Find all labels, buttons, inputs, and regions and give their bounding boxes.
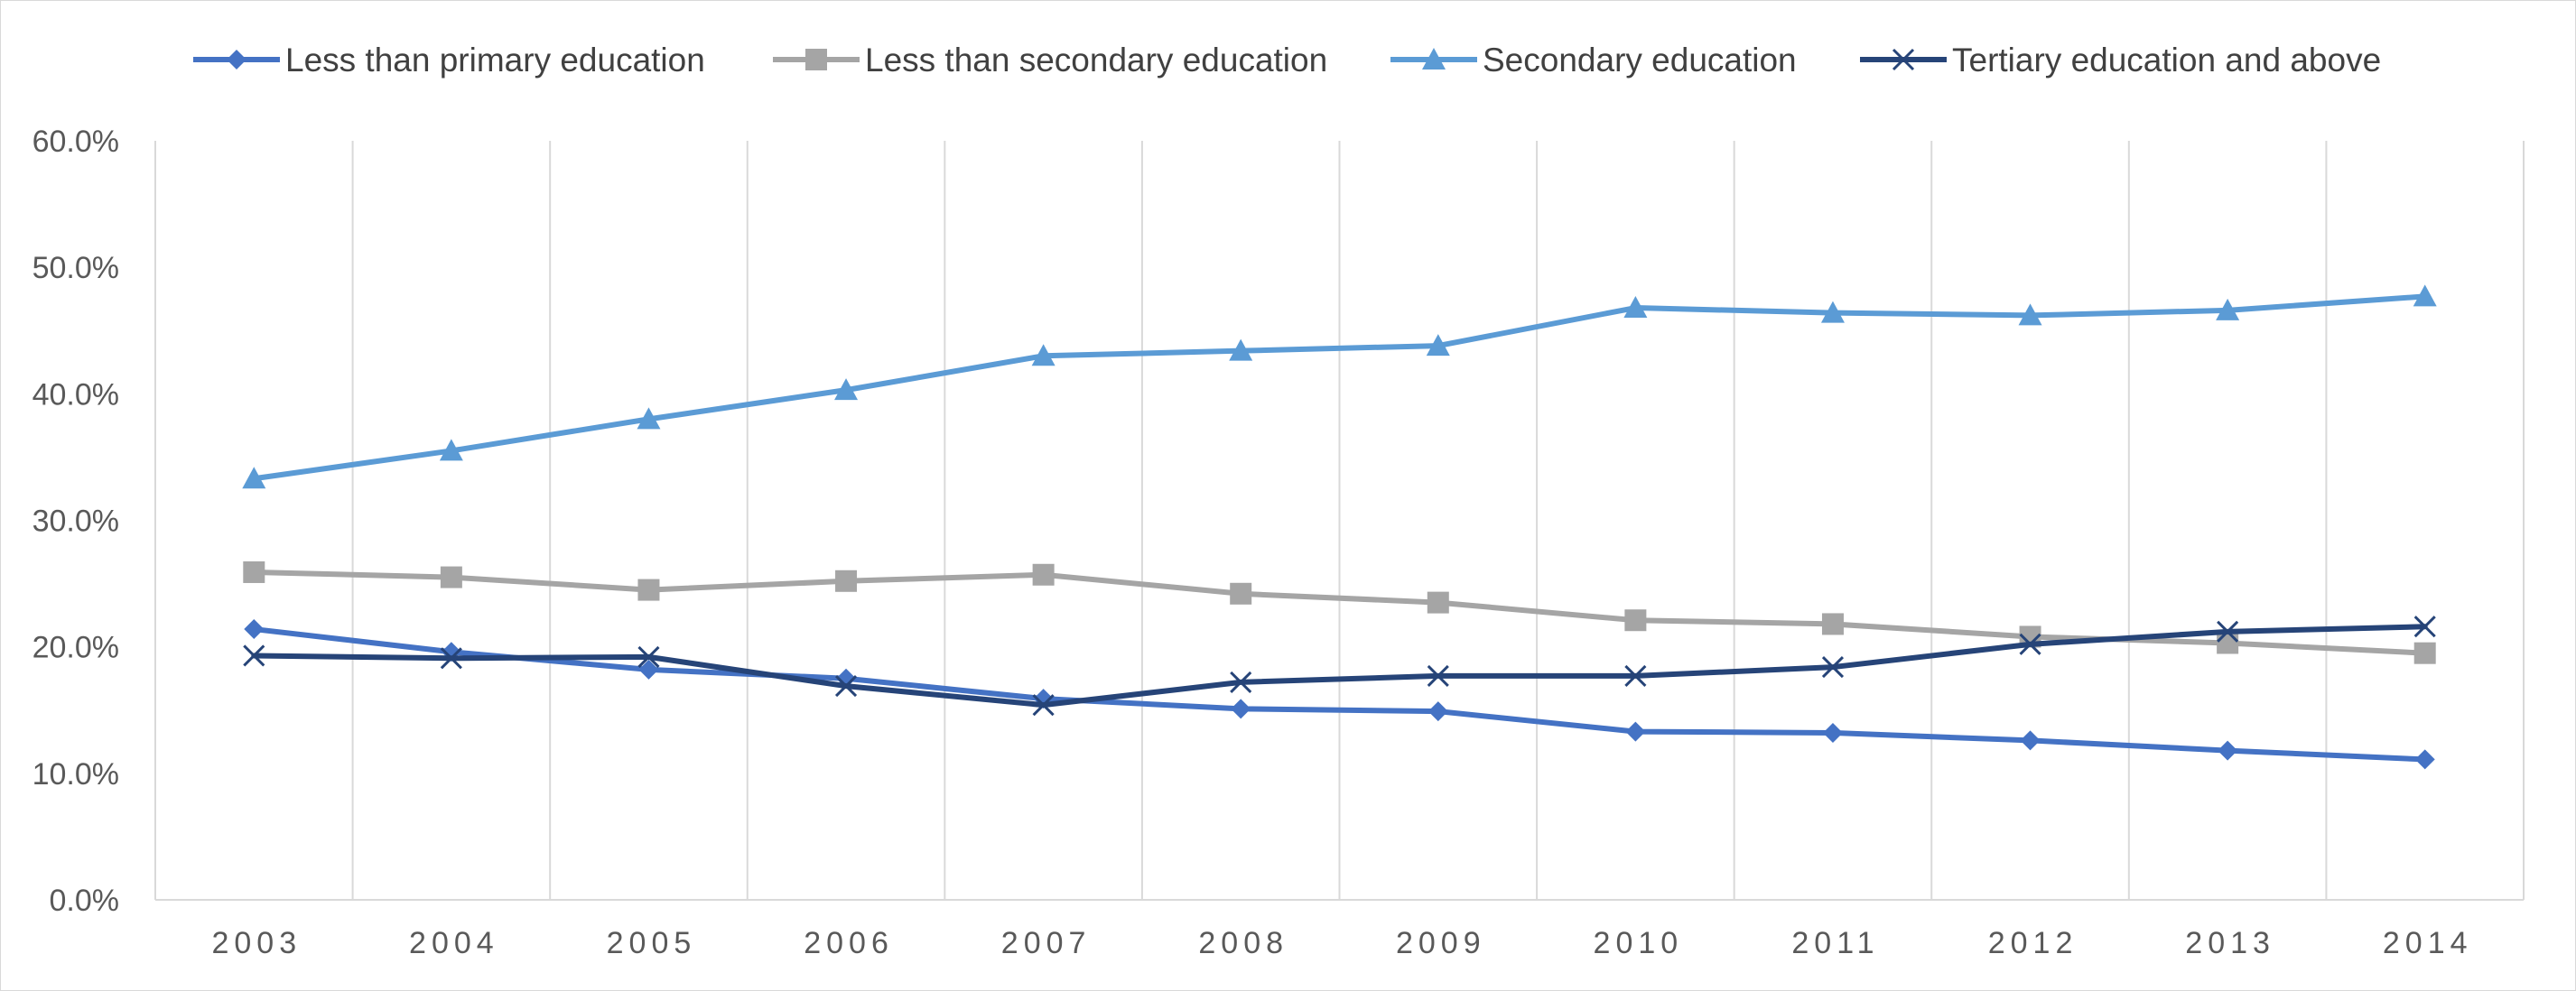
data-point-triangle — [2413, 284, 2437, 307]
data-point-diamond — [244, 619, 265, 640]
data-point-diamond — [1231, 699, 1251, 719]
series-line — [251, 624, 2428, 709]
y-tick-label: 10.0% — [33, 757, 119, 792]
data-point-triangle — [2216, 298, 2240, 320]
legend: Less than primary education Less than sec… — [193, 42, 2381, 79]
axes: 0.0% 10.0% 20.0% 30.0% 40.0% 50.0% 60.0% 2003 20… — [33, 125, 2524, 960]
data-point-triangle — [1031, 344, 1056, 366]
data-point-square — [1821, 613, 1844, 635]
y-tick-label: 30.0% — [33, 505, 119, 539]
legend-item-less-than-primary-education[interactable]: Less than primary education — [193, 42, 705, 79]
x-tick-label: 2009 — [1396, 926, 1486, 960]
legend-item-secondary-education[interactable]: Secondary education — [1390, 42, 1797, 79]
data-point-square — [2217, 632, 2239, 654]
y-tick-label: 0.0% — [50, 884, 120, 918]
data-point-triangle — [1229, 338, 1253, 361]
data-point-x — [1821, 656, 1845, 679]
data-point-diamond — [2218, 740, 2238, 761]
series-line — [251, 626, 2428, 763]
x-tick-label: 2007 — [1001, 926, 1092, 960]
legend-marker-square — [805, 49, 827, 70]
x-tick-label: 2011 — [1791, 926, 1879, 960]
legend-marker-triangle — [1422, 48, 1446, 69]
x-tick-label: 2010 — [1594, 926, 1684, 960]
x-tick-label: 2006 — [804, 926, 894, 960]
x-tick-label: 2012 — [1988, 926, 2078, 960]
series-lines — [242, 284, 2437, 770]
legend-item-less-than-secondary-education[interactable]: Less than secondary education — [773, 42, 1327, 79]
data-point-diamond — [2414, 749, 2435, 770]
series-tertiary-education-and-above — [243, 616, 2436, 717]
data-point-square — [2413, 642, 2436, 664]
data-point-square — [1427, 591, 1449, 614]
data-point-diamond — [638, 659, 659, 680]
data-point-square — [440, 566, 462, 588]
data-point-triangle — [1426, 334, 1450, 357]
data-point-square — [1032, 563, 1055, 586]
legend-label: Secondary education — [1483, 42, 1797, 79]
y-tick-label: 50.0% — [33, 251, 119, 285]
data-point-x — [243, 644, 265, 667]
legend-item-tertiary-education-and-above[interactable]: Tertiary education and above — [1860, 42, 2381, 79]
x-tick-label: 2003 — [211, 926, 302, 960]
x-tick-label: 2004 — [409, 926, 499, 960]
data-point-triangle — [439, 439, 463, 461]
gridlines — [154, 141, 2525, 900]
data-point-triangle — [834, 378, 859, 401]
data-point-x — [1230, 671, 1252, 693]
legend-label: Less than secondary education — [865, 42, 1327, 79]
data-point-square — [835, 570, 858, 592]
data-point-diamond — [2020, 730, 2041, 751]
data-point-diamond — [1625, 721, 1646, 742]
data-point-x — [834, 675, 858, 698]
data-point-x — [2019, 633, 2041, 655]
data-point-x — [637, 645, 660, 668]
data-point-square — [243, 560, 265, 583]
data-point-triangle — [242, 467, 266, 489]
data-point-square — [637, 579, 660, 601]
data-point-x — [1624, 664, 1647, 687]
series-less-than-primary-education — [244, 619, 2435, 770]
data-point-triangle — [1820, 301, 1845, 323]
y-tick-label: 40.0% — [33, 377, 119, 412]
legend-label: Tertiary education and above — [1952, 42, 2381, 79]
legend-label: Less than primary education — [285, 42, 705, 79]
legend-marker-diamond — [227, 50, 246, 69]
y-tick-label: 20.0% — [33, 631, 119, 665]
data-point-x — [1032, 694, 1055, 717]
data-point-x — [2217, 620, 2239, 643]
data-point-x — [1427, 664, 1449, 687]
data-point-diamond — [1427, 701, 1448, 722]
x-tick-label: 2013 — [2185, 926, 2275, 960]
y-tick-label: 60.0% — [33, 125, 119, 159]
x-tick-label: 2014 — [2383, 926, 2473, 960]
series-line — [251, 569, 2428, 656]
x-tick-label: 2008 — [1198, 926, 1288, 960]
data-point-x — [440, 647, 462, 670]
data-point-diamond — [1822, 722, 1843, 743]
data-point-triangle — [637, 407, 661, 430]
x-tick-label: 2005 — [607, 926, 697, 960]
data-point-square — [1624, 609, 1647, 632]
data-point-x — [2413, 616, 2436, 638]
data-point-triangle — [1623, 296, 1648, 319]
data-point-triangle — [2018, 303, 2042, 326]
legend-marker-x — [1892, 48, 1915, 71]
series-line — [251, 293, 2428, 482]
series-secondary-education — [242, 284, 2437, 489]
data-point-square — [1230, 582, 1252, 605]
